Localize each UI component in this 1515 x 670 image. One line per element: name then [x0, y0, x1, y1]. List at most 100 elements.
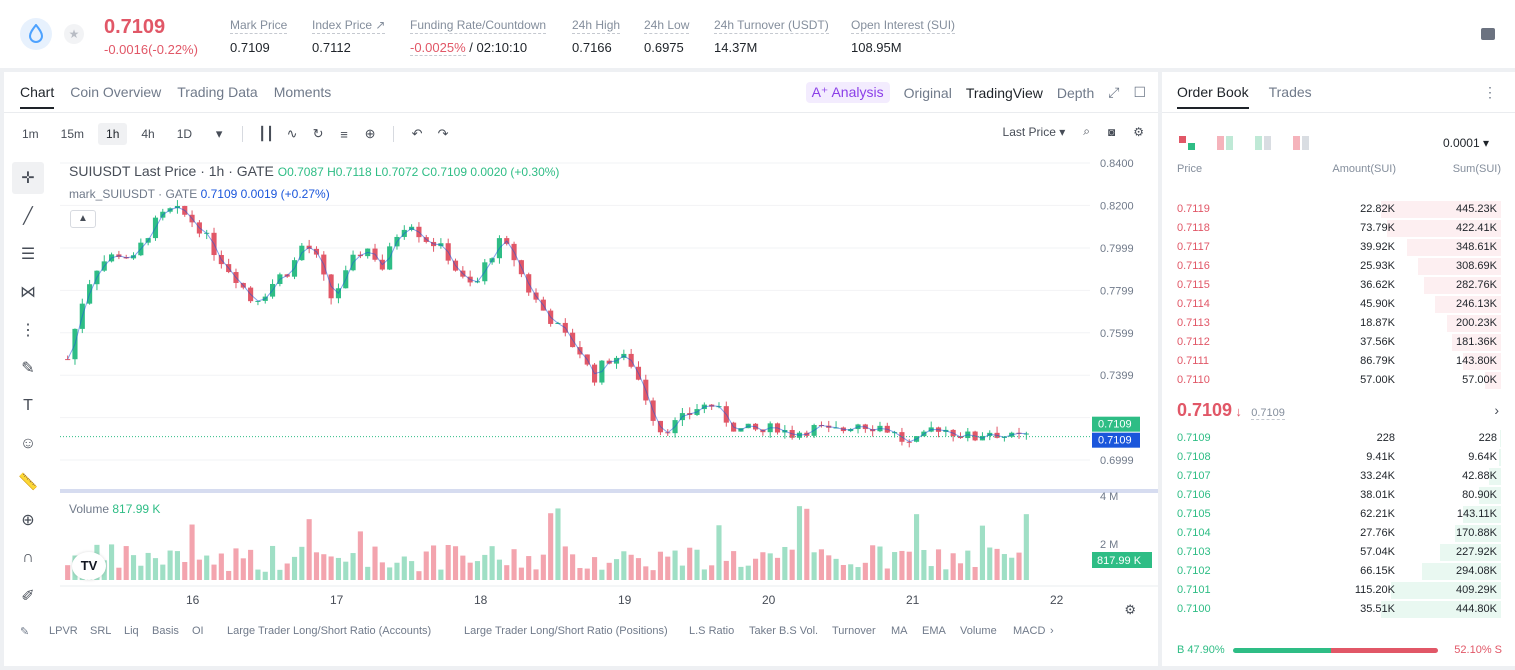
view-both-icon[interactable]	[1179, 136, 1195, 150]
bid-row[interactable]: 0.7106 38.01K 80.90K	[1162, 486, 1515, 505]
indicator-ema[interactable]: EMA	[922, 625, 946, 637]
view-bids-icon[interactable]	[1255, 136, 1271, 150]
settings-gear-icon[interactable]: ⚙	[1133, 124, 1144, 139]
more-menu-icon[interactable]: ⋮	[1483, 84, 1497, 100]
bid-row[interactable]: 0.7103 57.04K 227.92K	[1162, 543, 1515, 562]
view-original[interactable]: Original	[903, 84, 952, 101]
indicator-oi[interactable]: OI	[192, 625, 204, 637]
precision-select[interactable]: 0.0001 ▾	[1442, 136, 1489, 150]
fib-icon[interactable]: ⋮	[20, 322, 36, 339]
ask-row[interactable]: 0.7110 57.00K 57.00K	[1162, 371, 1515, 390]
mid-price-row[interactable]: 0.7109 ↓ 0.7109 ›	[1177, 400, 1507, 424]
interval-1d[interactable]: 1D	[176, 127, 193, 141]
ask-row[interactable]: 0.7115 36.62K 282.76K	[1162, 276, 1515, 295]
ask-row[interactable]: 0.7118 73.79K 422.41K	[1162, 219, 1515, 238]
zoom-in-icon[interactable]: ⊕	[21, 512, 35, 529]
tab-trades[interactable]: Trades	[1268, 84, 1312, 100]
price-chart[interactable]: 0.8400 0.8200 0.7999 0.7799 0.7599 0.7399 0.69…	[60, 158, 1158, 666]
edit-icon[interactable]: ✎	[20, 626, 30, 638]
view-depth[interactable]: Depth	[1056, 84, 1095, 101]
camera-icon[interactable]: ◙	[1107, 124, 1116, 139]
volume-axis-label: 4 M	[1100, 491, 1118, 503]
collapse-legend-button[interactable]: ▲	[70, 210, 96, 228]
last-price-select[interactable]: Last Price ▾	[1002, 124, 1066, 139]
volume-bar	[482, 554, 488, 580]
legend-ohlc: O0.7087 H0.7118 L0.7072 C0.7109 0.0020 (…	[277, 165, 560, 179]
interval-dropdown-icon[interactable]: ▾	[215, 126, 223, 141]
interval-15m[interactable]: 15m	[60, 127, 85, 141]
window-icon[interactable]: ☐	[1133, 84, 1146, 100]
pencil-lock-icon[interactable]: ✐	[21, 588, 35, 605]
indicator-lt-positions[interactable]: Large Trader Long/Short Ratio (Positions…	[464, 625, 668, 637]
redo-icon[interactable]: ↷	[437, 126, 449, 141]
chevron-right-icon[interactable]: ›	[1050, 625, 1054, 637]
indicators-icon[interactable]: ∿	[286, 126, 298, 141]
bid-row[interactable]: 0.7109 228 228	[1162, 429, 1515, 448]
view-asks-only-icon[interactable]	[1293, 136, 1309, 150]
stat-mark-price[interactable]: Mark Price 0.7109	[230, 18, 288, 55]
interval-4h[interactable]: 4h	[141, 127, 155, 141]
view-tradingview[interactable]: TradingView	[965, 84, 1043, 101]
replay-icon[interactable]: ↻	[312, 126, 324, 141]
indicator-turnover[interactable]: Turnover	[832, 625, 876, 637]
ai-analysis-button[interactable]: A⁺ Analysis	[805, 82, 890, 103]
indicator-srl[interactable]: SRL	[90, 625, 112, 637]
tab-coin-overview[interactable]: Coin Overview	[70, 84, 162, 100]
indicator-lpvr[interactable]: LPVR	[49, 625, 78, 637]
interval-1h[interactable]: 1h	[98, 123, 128, 145]
horizontal-lines-icon[interactable]: ☰	[20, 246, 36, 263]
emoji-icon[interactable]: ☺	[19, 435, 37, 452]
trendline-icon[interactable]: ╱	[23, 208, 33, 225]
tab-order-book[interactable]: Order Book	[1177, 84, 1249, 109]
bid-row[interactable]: 0.7101 115.20K 409.29K	[1162, 581, 1515, 600]
indicator-ls-ratio[interactable]: L.S Ratio	[689, 625, 735, 637]
indicator-liq[interactable]: Liq	[124, 625, 139, 637]
crosshair-icon[interactable]: ✛	[12, 162, 44, 194]
ask-row[interactable]: 0.7117 39.92K 348.61K	[1162, 238, 1515, 257]
bid-row[interactable]: 0.7105 62.21K 143.11K	[1162, 505, 1515, 524]
tab-moments[interactable]: Moments	[273, 84, 332, 100]
add-alert-icon[interactable]: ⊕	[364, 126, 376, 141]
indicator-volume[interactable]: Volume	[960, 625, 997, 637]
tradingview-logo[interactable]: TV	[72, 552, 106, 580]
stat-index-price[interactable]: Index Price ↗ 0.7112	[312, 18, 386, 55]
pattern-icon[interactable]: ⋈	[20, 284, 36, 301]
indicator-basis[interactable]: Basis	[152, 625, 179, 637]
chart-settings-icon[interactable]: ⚙	[1124, 602, 1136, 617]
bid-row[interactable]: 0.7100 35.51K 444.80K	[1162, 600, 1515, 619]
ask-row[interactable]: 0.7119 22.82K 445.23K	[1162, 200, 1515, 219]
bid-row[interactable]: 0.7104 27.76K 170.88K	[1162, 524, 1515, 543]
text-tool-icon[interactable]: T	[23, 397, 33, 414]
candle-type-icon[interactable]: ┃┃	[258, 126, 274, 141]
tab-chart[interactable]: Chart	[20, 84, 55, 109]
indicator-macd[interactable]: MACD	[1013, 625, 1045, 637]
chevron-right-icon[interactable]: ›	[1494, 402, 1499, 418]
ask-row[interactable]: 0.7113 18.87K 200.23K	[1162, 314, 1515, 333]
volume-bar	[452, 546, 459, 580]
undo-icon[interactable]: ↶	[411, 126, 423, 141]
volume-bar	[460, 555, 466, 580]
brush-icon[interactable]: ✎	[21, 360, 35, 377]
bid-row[interactable]: 0.7108 9.41K 9.64K	[1162, 448, 1515, 467]
indicator-ma[interactable]: MA	[891, 625, 908, 637]
magnet-icon[interactable]: ∩	[22, 549, 34, 566]
indicator-taker-vol[interactable]: Taker B.S Vol.	[749, 625, 819, 637]
ask-row[interactable]: 0.7116 25.93K 308.69K	[1162, 257, 1515, 276]
templates-icon[interactable]: ≡	[340, 126, 348, 142]
ask-row[interactable]: 0.7111 86.79K 143.80K	[1162, 352, 1515, 371]
expand-icon[interactable]: ⤢	[1108, 84, 1120, 100]
favorite-star-icon[interactable]: ★	[64, 24, 84, 44]
tab-trading-data[interactable]: Trading Data	[177, 84, 258, 100]
ruler-icon[interactable]: 📏	[18, 474, 38, 491]
bid-row[interactable]: 0.7107 33.24K 42.88K	[1162, 467, 1515, 486]
indicator-lt-accounts[interactable]: Large Trader Long/Short Ratio (Accounts)	[227, 625, 432, 637]
view-asks-icon[interactable]	[1217, 136, 1233, 150]
interval-1m[interactable]: 1m	[22, 127, 39, 141]
search-icon[interactable]: ⌕	[1083, 124, 1090, 138]
ask-row[interactable]: 0.7114 45.90K 246.13K	[1162, 295, 1515, 314]
ask-row[interactable]: 0.7112 37.56K 181.36K	[1162, 333, 1515, 352]
bid-row[interactable]: 0.7102 66.15K 294.08K	[1162, 562, 1515, 581]
stat-funding-rate[interactable]: Funding Rate/Countdown -0.0025% / 02:10:…	[410, 18, 547, 56]
book-icon[interactable]	[1481, 28, 1495, 40]
funding-rate-value: -0.0025%	[410, 40, 466, 56]
